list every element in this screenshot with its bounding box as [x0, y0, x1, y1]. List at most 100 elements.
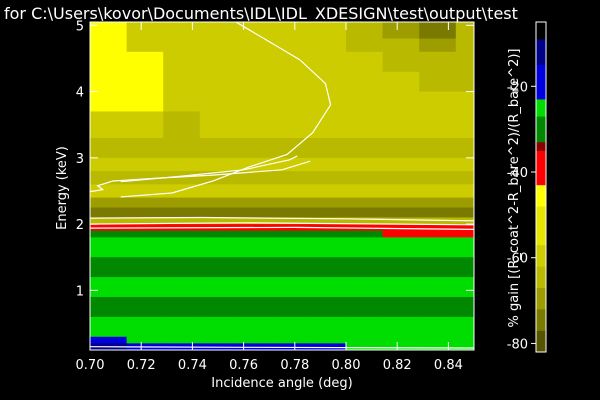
heatmap-cell-17-5	[272, 277, 310, 298]
heatmap-cell-1-9	[419, 38, 457, 53]
heatmap-cell-9-10	[455, 184, 475, 199]
colorbar-tick-label: -80	[507, 337, 528, 352]
heatmap-cell-5-5	[272, 111, 310, 139]
heatmap-cell-18-10	[455, 296, 475, 318]
colorbar-level-4	[536, 244, 546, 267]
heatmap-cell-18-0	[90, 296, 128, 318]
heatmap-cell-18-5	[272, 296, 310, 318]
heatmap-cell-6-10	[455, 137, 475, 159]
heatmap-cell-17-1	[126, 277, 164, 298]
colorbar-frame	[535, 21, 547, 353]
heatmap-cell-8-5	[272, 171, 310, 185]
x-tick-label: 0.78	[280, 358, 309, 373]
y-tick-label: 2	[76, 218, 84, 233]
heatmap-cell-3-6	[309, 71, 347, 93]
heatmap-cell-7-10	[455, 157, 475, 172]
heatmap-cell-18-3	[199, 296, 237, 318]
heatmap-cell-3-7	[346, 71, 384, 93]
heatmap-cell-5-3	[199, 111, 237, 139]
heatmap-cell-11-1	[126, 207, 164, 218]
contour-inner-2	[89, 160, 311, 193]
heatmap-cell-16-5	[272, 257, 310, 278]
heatmap-cell-14-3	[199, 230, 237, 238]
heatmap-cell-16-4	[236, 257, 274, 278]
heatmap-cell-4-2	[163, 91, 201, 112]
heatmap-cell-0-3	[199, 22, 237, 40]
heatmap-cell-9-7	[346, 184, 384, 199]
heatmap-cell-19-9	[419, 316, 457, 338]
chart-title: for C:\Users\kovor\Documents\IDL\IDL_XDE…	[4, 4, 518, 24]
colorbar-level-5	[536, 206, 546, 246]
heatmap-cell-8-4	[236, 171, 274, 185]
heatmap-cell-0-5	[272, 22, 310, 40]
heatmap-cell-2-3	[199, 51, 237, 73]
heatmap-cell-14-5	[272, 230, 310, 238]
heatmap-cell-20-3	[199, 336, 237, 344]
heatmap-cell-4-6	[309, 91, 347, 112]
heatmap-cell-12-2	[163, 217, 201, 225]
colorbar-level-10	[536, 99, 546, 117]
colorbar-level-9	[536, 116, 546, 143]
heatmap-cell-6-8	[382, 137, 420, 159]
heatmap-cell-8-0	[90, 171, 128, 185]
heatmap-cell-13-10	[455, 224, 475, 232]
x-tick-label: 0.84	[434, 358, 463, 373]
heatmap-cell-10-1	[126, 197, 164, 209]
heatmap-cell-11-3	[199, 207, 237, 218]
y-tick-label: 3	[76, 152, 84, 167]
heatmap-cell-14-9	[419, 230, 457, 238]
heatmap-cell-8-1	[126, 171, 164, 185]
heatmap-cell-11-6	[309, 207, 347, 218]
heatmap-cell-11-8	[382, 207, 420, 218]
heatmap-cell-7-1	[126, 157, 164, 172]
heatmap-cell-2-7	[346, 51, 384, 73]
heatmap-cell-14-7	[346, 230, 384, 238]
heatmap-cell-1-3	[199, 38, 237, 53]
heatmap-cell-8-9	[419, 171, 457, 185]
heatmap-cell-20-1	[126, 336, 164, 344]
heatmap-cell-16-7	[346, 257, 384, 278]
heatmap-cell-6-2	[163, 137, 201, 159]
heatmap-cell-4-1	[126, 91, 164, 112]
y-tick-label: 4	[76, 86, 84, 101]
heatmap-cell-20-6	[309, 336, 347, 344]
heatmap-cell-4-0	[90, 91, 128, 112]
heatmap-cell-10-2	[163, 197, 201, 209]
colorbar-level-0	[536, 330, 546, 353]
heatmap-cell-11-0	[90, 207, 128, 218]
heatmap-cell-21-9	[419, 343, 457, 351]
heatmap-cell-19-8	[382, 316, 420, 338]
colorbar-level-11	[536, 64, 546, 100]
colorbar-level-13	[536, 22, 546, 40]
heatmap-cell-11-5	[272, 207, 310, 218]
heatmap-cell-3-9	[419, 71, 457, 93]
heatmap-cell-15-6	[309, 237, 347, 258]
heatmap-cell-12-7	[346, 217, 384, 225]
heatmap-cell-6-0	[90, 137, 128, 159]
heatmap-cell-6-3	[199, 137, 237, 159]
heatmap-cell-21-7	[346, 343, 384, 351]
heatmap-cell-3-8	[382, 71, 420, 93]
heatmap-cell-19-10	[455, 316, 475, 338]
heatmap-cell-9-5	[272, 184, 310, 199]
heatmap-cell-16-2	[163, 257, 201, 278]
heatmap-cell-7-6	[309, 157, 347, 172]
x-tick-label: 0.74	[178, 358, 207, 373]
heatmap-cell-6-5	[272, 137, 310, 159]
heatmap-cell-5-0	[90, 111, 128, 139]
heatmap-cell-17-7	[346, 277, 384, 298]
heatmap-cell-20-0	[90, 336, 128, 344]
x-axis-label: Incidence angle (deg)	[211, 376, 352, 391]
heatmap-cell-17-3	[199, 277, 237, 298]
heatmap-cell-10-5	[272, 197, 310, 209]
heatmap-cell-10-10	[455, 197, 475, 209]
heatmap-cell-4-4	[236, 91, 274, 112]
heatmap-cell-12-1	[126, 217, 164, 225]
heatmap-cell-16-10	[455, 257, 475, 278]
heatmap-cell-19-2	[163, 316, 201, 338]
heatmap-cell-5-6	[309, 111, 347, 139]
heatmap-cell-4-8	[382, 91, 420, 112]
heatmap-cell-1-10	[455, 38, 475, 53]
heatmap-cell-2-10	[455, 51, 475, 73]
